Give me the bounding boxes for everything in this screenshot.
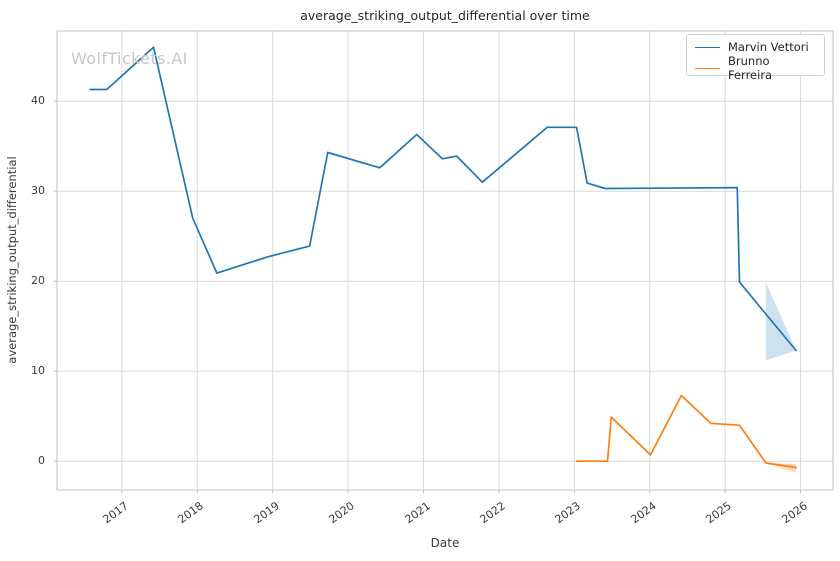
uncertainty-band (765, 282, 797, 361)
y-tick-label: 0 (38, 454, 45, 468)
axes-spines (56, 30, 834, 491)
legend-item-marvin-vettori: Marvin Vettori (695, 40, 816, 54)
legend-label: Marvin Vettori (728, 40, 809, 54)
y-tick-label: 40 (31, 94, 45, 108)
legend-item-brunno-ferreira: Brunno Ferreira (695, 54, 816, 82)
y-axis-label: average_striking_output_differential (5, 156, 19, 364)
line-swatch-orange (695, 67, 720, 69)
legend-label: Brunno Ferreira (728, 54, 773, 82)
y-tick-label: 10 (31, 364, 45, 378)
series-line-marvin-vettori (89, 46, 797, 352)
chart-title: average_striking_output_differential ove… (300, 8, 590, 23)
watermark: WolfTickets.AI (71, 49, 188, 68)
legend: Marvin Vettori Brunno Ferreira (686, 34, 825, 82)
line-swatch-blue (695, 46, 720, 48)
x-axis-label: Date (430, 536, 460, 550)
series-line-brunno-ferreira (575, 394, 797, 469)
y-tick-label: 30 (31, 184, 45, 198)
uncertainty-band (765, 463, 797, 473)
y-tick-label: 20 (31, 274, 45, 288)
